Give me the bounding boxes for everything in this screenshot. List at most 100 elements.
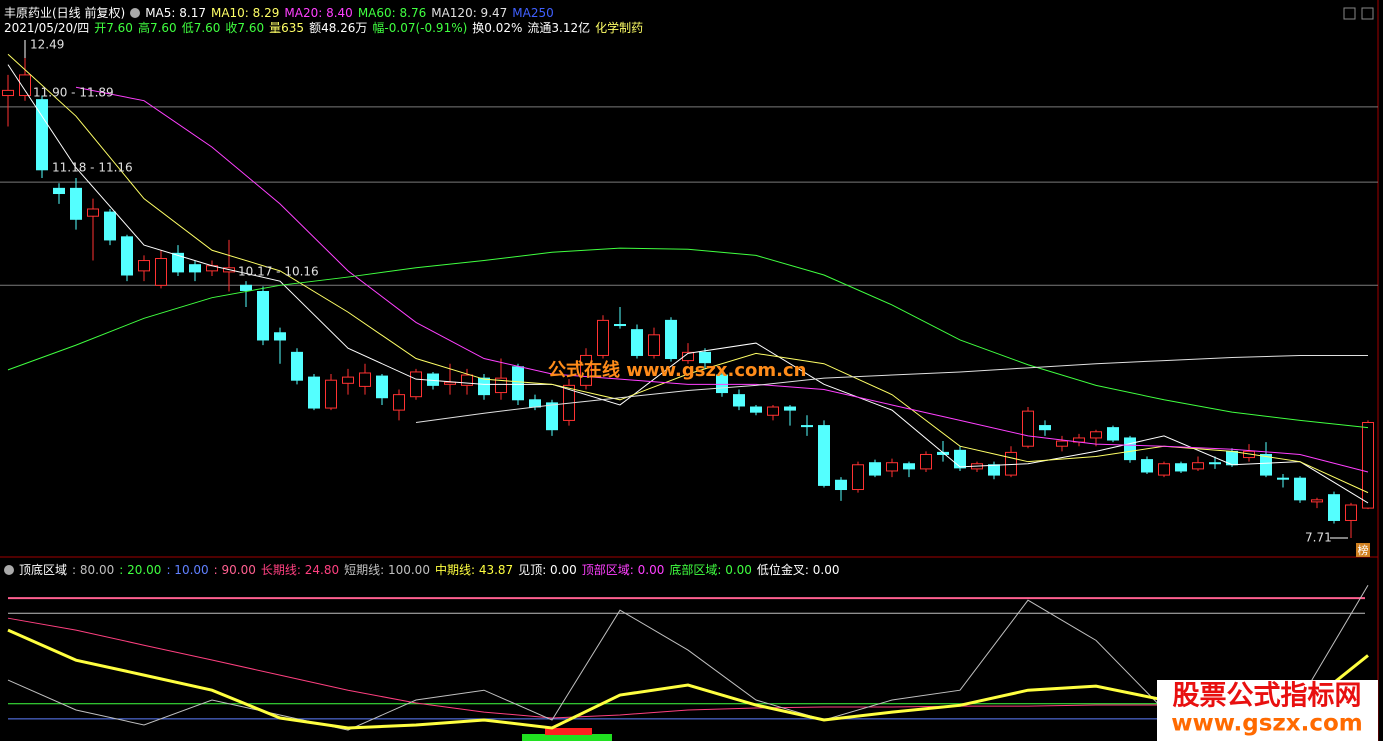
candle-body (1175, 463, 1187, 472)
candle-body (376, 375, 388, 399)
list-icon: 榜 (1358, 543, 1369, 557)
candle-body (784, 406, 796, 411)
quote-field: 收7.60 (225, 21, 265, 35)
indicator-legend: 见顶: 0.00 (518, 563, 577, 577)
candle-body (444, 381, 456, 385)
candle-body (631, 329, 643, 356)
candle-body (1277, 477, 1289, 480)
candle-body (597, 319, 609, 356)
candle-body (121, 236, 133, 276)
candle-body (886, 462, 898, 472)
indicator-legend: : 10.00 (166, 562, 209, 577)
window-button[interactable] (1361, 7, 1374, 20)
candle-body (1362, 421, 1374, 509)
ma-line (75, 86, 1369, 473)
ma-label: MA250 (512, 5, 554, 20)
ma-line (7, 247, 1369, 429)
candle-body (104, 211, 116, 241)
indicator-legend: : 20.00 (119, 562, 162, 577)
candle-body (1294, 477, 1306, 501)
candle-body (1005, 451, 1017, 476)
candle-body (19, 74, 31, 97)
candle-body (138, 260, 150, 272)
top-signal (545, 728, 592, 735)
candle-body (308, 376, 320, 409)
candle-body (699, 351, 711, 364)
candle-body (869, 462, 881, 476)
candle-body (1328, 494, 1340, 521)
candle-body (291, 351, 303, 381)
candle-body (529, 399, 541, 408)
candle-body (189, 264, 201, 273)
candle-body (155, 257, 167, 286)
candle-body (852, 464, 864, 491)
candle-body (1311, 499, 1323, 503)
candle-body (274, 332, 286, 341)
candle-body (1345, 504, 1357, 521)
candle-body (512, 366, 524, 401)
price-label: 10.17 - 10.16 (238, 265, 319, 279)
quote-field: 幅-0.07(-0.91%) (372, 21, 468, 35)
candle-body (648, 334, 660, 356)
quote-field: 低7.60 (181, 21, 221, 35)
info-row: 2021/05/20/四 开7.60 高7.60 低7.60 收7.60 量635 额48.… (4, 19, 643, 36)
candle-body (1192, 462, 1204, 470)
indicator-legend: 底部区域: 0.00 (669, 563, 752, 577)
candle-body (580, 354, 592, 386)
candle-body (1158, 463, 1170, 476)
list-icon-box (1356, 543, 1370, 557)
candle-body (53, 187, 65, 195)
candle-body (36, 99, 48, 171)
candle-body (1039, 425, 1051, 431)
candle-body (903, 463, 915, 470)
quote-field: 2021/05/20/四 (4, 21, 90, 35)
candle-body (546, 402, 558, 431)
indicator-legend: 低位金叉: 0.00 (756, 563, 840, 577)
watermark: 公式在线 www.gszx.com.cn (548, 359, 806, 381)
ma-label: MA60: 8.76 (357, 5, 427, 20)
ma-line (7, 53, 1369, 494)
price-label: 11.90 - 11.89 (33, 86, 114, 100)
badge-box (1157, 680, 1378, 741)
indicator-title: 顶底区域 (19, 563, 68, 577)
candle-body (172, 252, 184, 273)
quote-field: 量635 (269, 21, 305, 35)
candle-body (478, 377, 490, 396)
candle-body (393, 394, 405, 411)
ma-line (415, 354, 1368, 423)
quote-field: 开7.60 (94, 21, 133, 35)
menu-icon[interactable] (4, 564, 14, 575)
menu-icon[interactable] (130, 7, 141, 18)
indicator-header: 顶底区域: 80.00: 20.00: 10.00: 90.00 长期线: 24.… (4, 561, 840, 578)
candle-body (359, 372, 371, 387)
window-button[interactable] (1343, 7, 1356, 20)
indicator-legend: 长期线: 24.80 (260, 563, 340, 577)
ma-label: MA20: 8.40 (284, 5, 353, 20)
candle-body (1107, 427, 1119, 441)
candle-body (410, 371, 422, 398)
stock-title: 丰原药业(日线 前复权) (4, 6, 126, 20)
candle-body (1209, 462, 1221, 465)
candle-body (920, 453, 932, 470)
candle-body (767, 406, 779, 416)
candle-body (1260, 453, 1272, 476)
candle-body (257, 291, 269, 341)
candle-body (665, 319, 677, 360)
candle-body (70, 187, 82, 220)
indicator-line (7, 617, 1369, 719)
candle-body (461, 374, 473, 386)
badge-title: 股票公式指标网 (1173, 681, 1362, 712)
bottom-signal (522, 734, 612, 741)
quote-field: 高7.60 (137, 21, 177, 35)
candle-body (240, 284, 252, 291)
candle-body (716, 374, 728, 394)
indicator-legend: 中期线: 43.87 (434, 563, 514, 577)
quote-field: 换0.02% (472, 21, 523, 35)
candle-body (801, 425, 813, 428)
indicator-legend: 短期线: 100.00 (344, 563, 430, 577)
candle-body (495, 377, 507, 394)
price-label: 12.49 (30, 38, 64, 52)
quote-field: 化学制药 (595, 21, 644, 35)
